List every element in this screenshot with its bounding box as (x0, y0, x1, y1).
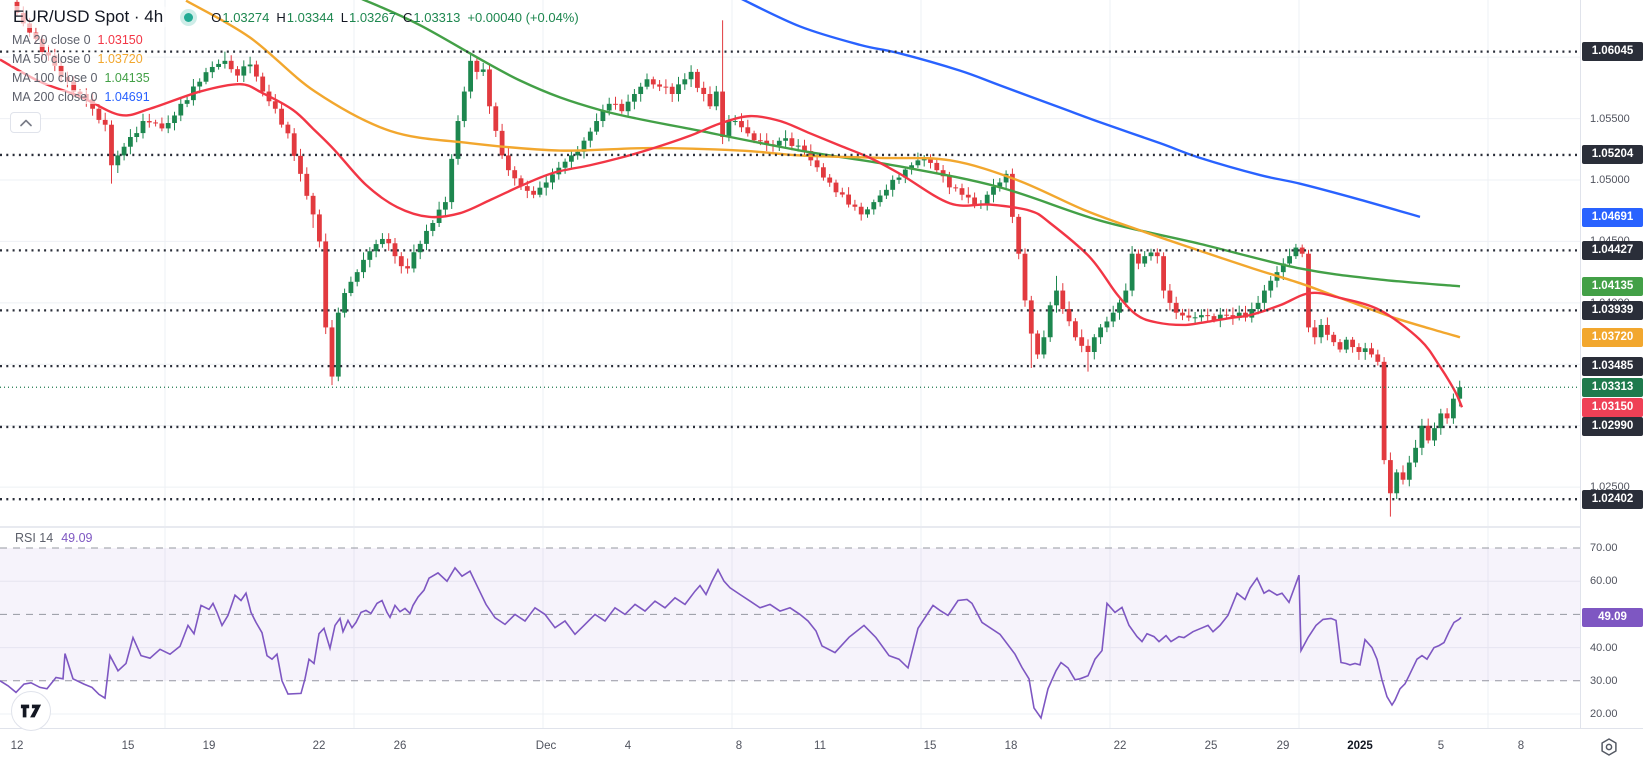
high-value: 1.03344 (286, 9, 334, 25)
time-axis-label: 18 (1004, 740, 1018, 752)
price-axis-label: 1.03150 (1582, 397, 1643, 417)
price-axis-label: 1.05204 (1582, 145, 1643, 165)
ma100-line (361, 0, 1461, 288)
time-axis-label: 19 (202, 740, 216, 752)
tradingview-logo-mark (20, 704, 42, 718)
rsi-tick: 70.00 (1590, 542, 1618, 554)
time-axis-label: 2025 (1347, 740, 1373, 752)
low-label: L (340, 9, 348, 25)
chart-canvas[interactable] (0, 0, 1580, 728)
price-axis-label: 1.04691 (1582, 208, 1643, 228)
symbol-title[interactable]: EUR/USD Spot · 4h (10, 6, 167, 28)
price-axis-label: 1.02402 (1582, 489, 1643, 509)
market-status-dot (184, 12, 194, 22)
candlestick-series (14, 0, 1463, 517)
time-axis-label: 8 (1517, 740, 1525, 752)
time-axis-label: 4 (624, 740, 632, 752)
time-axis-label: 15 (923, 740, 937, 752)
rsi-tick: 60.00 (1590, 575, 1618, 588)
time-axis-label: 5 (1437, 740, 1445, 752)
time-axis-label: 25 (1204, 740, 1218, 752)
price-axis-label: 1.03485 (1582, 356, 1643, 376)
price-tick: 1.05500 (1590, 112, 1630, 125)
open-value: 1.03274 (222, 9, 270, 25)
close-label: C (402, 9, 413, 25)
price-axis-label: 1.03720 (1582, 327, 1643, 347)
rsi-tick: 20.00 (1590, 708, 1618, 720)
price-axis[interactable]: 1.055001.050001.045001.040001.0250070.00… (1580, 0, 1643, 728)
time-axis-label: 22 (312, 740, 326, 752)
rsi-tick: 30.00 (1590, 674, 1618, 687)
time-axis-label: 29 (1276, 740, 1290, 752)
pane-divider[interactable] (0, 526, 1580, 528)
rsi-line (0, 566, 1462, 720)
time-axis-label: 26 (393, 740, 407, 752)
price-axis-label: 1.04427 (1582, 240, 1643, 260)
time-axis-label: Dec (535, 740, 557, 752)
rsi-tick: 40.00 (1590, 641, 1618, 654)
high-label: H (276, 9, 286, 25)
price-change: +0.00040 (+0.04%) (467, 9, 579, 25)
time-axis[interactable]: 12 15 19 22 26 Dec 4 8 11 15 18 22 25 29 2025 5 8 (0, 728, 1643, 767)
price-axis-label: 1.03939 (1582, 300, 1643, 320)
time-axis-label: 15 (121, 740, 135, 752)
rsi-value: 49.09 (61, 531, 93, 545)
price-tick: 1.05000 (1590, 174, 1630, 186)
ohlc-readout: O1.03274 H1.03344 L1.03267 C1.03313 +0.0… (211, 10, 578, 25)
tradingview-logo[interactable] (11, 691, 51, 731)
rsi-legend-row[interactable]: RSI 14 49.09 (10, 530, 98, 546)
time-axis-settings[interactable] (1598, 736, 1620, 763)
ma200-line (741, 0, 1421, 219)
time-axis-label: 8 (735, 740, 743, 752)
ma50-line (185, 0, 1461, 339)
moving-averages (0, 0, 1464, 408)
open-label: O (211, 9, 222, 25)
ma-200-legend-row[interactable]: MA 200 close 0 1.04691 (10, 90, 154, 104)
rsi-title: RSI 14 (15, 531, 54, 545)
ma20-line (0, 58, 1464, 408)
price-axis-label: 1.02990 (1582, 417, 1643, 437)
ma-20-legend-row[interactable]: MA 20 close 0 1.03150 (10, 33, 147, 47)
symbol-legend-row: EUR/USD Spot · 4h O1.03274 H1.03344 L1.0… (10, 6, 579, 28)
gridlines (0, 0, 1580, 728)
ma-100-legend-row[interactable]: MA 100 close 0 1.04135 (10, 71, 154, 85)
legend-collapse-button[interactable] (10, 112, 41, 133)
price-axis-label: 1.03313 (1582, 377, 1643, 397)
time-axis-label: 12 (10, 740, 24, 752)
chevron-up-icon (19, 119, 32, 126)
chart-legend: EUR/USD Spot · 4h O1.03274 H1.03344 L1.0… (10, 6, 579, 133)
time-axis-label: 11 (814, 740, 826, 752)
ma-50-legend-row[interactable]: MA 50 close 0 1.03720 (10, 52, 147, 66)
time-axis-label: 22 (1113, 740, 1127, 752)
gear-icon (1601, 738, 1617, 756)
price-level-lines (0, 50, 1580, 501)
close-value: 1.03313 (413, 9, 461, 25)
price-axis-label: 1.04135 (1582, 276, 1643, 296)
rsi-value-label: 49.09 (1582, 607, 1643, 627)
price-axis-label: 1.06045 (1582, 42, 1643, 62)
rsi-pane (0, 547, 1580, 682)
low-value: 1.03267 (348, 9, 396, 25)
